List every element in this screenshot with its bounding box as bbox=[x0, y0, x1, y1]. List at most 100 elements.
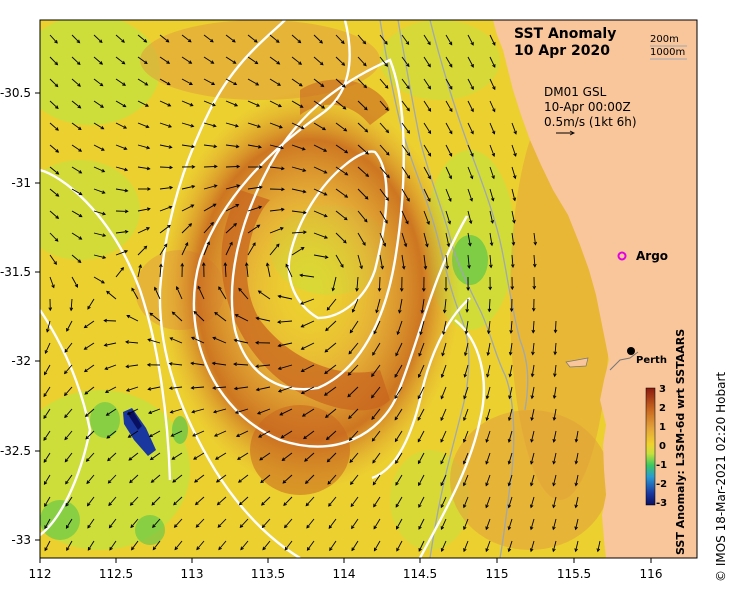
current-arrow-head bbox=[281, 457, 286, 461]
current-arrow-head bbox=[233, 222, 237, 227]
current-arrow bbox=[291, 210, 306, 214]
current-arrow bbox=[269, 166, 284, 170]
current-arrow bbox=[43, 452, 51, 463]
current-arrow-head bbox=[552, 460, 556, 465]
current-arrow-head bbox=[492, 108, 496, 113]
current-arrow bbox=[137, 56, 148, 64]
current-arrow-head bbox=[448, 198, 452, 202]
current-arrow-head bbox=[552, 438, 557, 443]
current-arrow-head bbox=[394, 373, 398, 378]
current-arrow-head bbox=[99, 61, 104, 65]
current-arrow-head bbox=[531, 351, 535, 356]
current-arrow bbox=[467, 78, 474, 90]
current-arrow-head bbox=[213, 144, 218, 149]
current-arrow bbox=[313, 232, 328, 239]
current-arrow bbox=[173, 496, 183, 506]
current-arrow bbox=[313, 100, 325, 109]
current-arrow bbox=[349, 320, 359, 333]
current-arrow-head bbox=[529, 526, 534, 531]
current-arrow-head bbox=[169, 337, 174, 341]
current-arrow-head bbox=[324, 370, 328, 375]
current-arrow bbox=[335, 210, 348, 221]
current-arrow bbox=[71, 210, 83, 218]
current-arrow-head bbox=[372, 351, 376, 356]
current-arrow bbox=[203, 122, 216, 127]
current-arrow-head bbox=[396, 331, 401, 336]
current-arrow bbox=[372, 342, 381, 356]
current-arrow-head bbox=[395, 352, 399, 357]
current-arrow bbox=[467, 188, 473, 202]
current-arrow bbox=[170, 408, 183, 413]
current-arrow-head bbox=[87, 546, 92, 551]
current-arrow-head bbox=[255, 364, 259, 369]
current-arrow-head bbox=[306, 547, 311, 551]
current-arrow bbox=[115, 250, 128, 256]
current-arrow bbox=[93, 254, 106, 259]
current-arrow-head bbox=[102, 255, 107, 260]
current-arrow bbox=[327, 474, 337, 485]
current-arrow bbox=[418, 518, 425, 530]
current-arrow bbox=[269, 78, 281, 86]
current-arrow-head bbox=[362, 242, 366, 246]
current-arrow bbox=[203, 78, 215, 85]
current-arrow bbox=[489, 144, 495, 157]
current-arrow bbox=[283, 496, 293, 506]
current-arrow-head bbox=[254, 60, 259, 65]
current-arrow-head bbox=[325, 327, 329, 332]
current-arrow bbox=[225, 184, 240, 190]
current-arrow-head bbox=[507, 548, 512, 553]
current-arrow bbox=[487, 342, 491, 356]
current-arrow-head bbox=[395, 481, 399, 486]
current-arrow-head bbox=[347, 393, 352, 398]
current-arrow-head bbox=[303, 435, 307, 440]
current-arrow bbox=[93, 144, 105, 151]
current-source-label: DM01 GSL bbox=[544, 85, 607, 99]
current-arrow bbox=[329, 540, 337, 551]
current-arrow-head bbox=[395, 460, 399, 464]
lon-tick-label: 115.5 bbox=[557, 567, 591, 581]
cool-patch-sw bbox=[40, 390, 190, 550]
current-arrow-head bbox=[417, 460, 422, 465]
cold-anomaly bbox=[123, 408, 156, 456]
current-arrow-head bbox=[168, 145, 173, 149]
current-arrow-head bbox=[422, 288, 426, 292]
current-arrow bbox=[66, 518, 73, 529]
current-arrow bbox=[170, 337, 183, 344]
current-arrow bbox=[351, 518, 359, 529]
current-arrow-head bbox=[362, 40, 367, 45]
current-arrow bbox=[553, 408, 557, 421]
warm-north bbox=[140, 20, 380, 100]
current-arrow-head bbox=[440, 504, 444, 509]
current-arrow-head bbox=[487, 308, 492, 313]
ssh-contour-southeast bbox=[418, 319, 486, 558]
current-arrow-head bbox=[372, 481, 377, 486]
current-arrow bbox=[313, 210, 328, 217]
current-arrow-head bbox=[55, 149, 60, 153]
current-arrow-head bbox=[129, 479, 133, 484]
current-arrow bbox=[235, 408, 249, 414]
current-arrow bbox=[44, 364, 51, 375]
current-arrow-head bbox=[507, 482, 512, 487]
current-arrow bbox=[181, 56, 192, 64]
current-arrow bbox=[440, 452, 447, 464]
current-arrow-head bbox=[78, 148, 83, 152]
current-arrow-head bbox=[427, 152, 432, 157]
current-arrow-head bbox=[261, 502, 265, 506]
argo-float-marker[interactable] bbox=[617, 251, 627, 261]
current-arrow-head bbox=[363, 84, 368, 89]
current-arrow bbox=[442, 320, 447, 335]
current-arrow-head bbox=[44, 547, 48, 552]
current-arrow bbox=[379, 34, 388, 45]
current-arrow-head bbox=[146, 207, 151, 211]
current-arrow-head bbox=[85, 458, 90, 462]
current-arrow-head bbox=[384, 85, 389, 89]
current-arrow-head bbox=[152, 524, 156, 529]
current-arrow bbox=[64, 364, 73, 374]
perth-marker[interactable] bbox=[627, 347, 635, 355]
current-arrow-head bbox=[302, 168, 307, 172]
current-arrow bbox=[440, 408, 447, 421]
current-arrow bbox=[130, 496, 139, 506]
current-arrow bbox=[125, 341, 139, 344]
current-arrow bbox=[291, 56, 302, 65]
current-arrow-head bbox=[77, 83, 81, 87]
